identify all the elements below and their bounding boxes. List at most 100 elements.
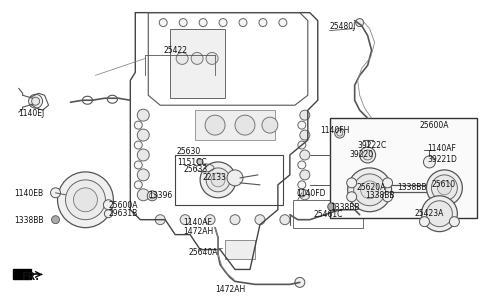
Circle shape [230, 215, 240, 225]
Circle shape [356, 19, 364, 27]
Text: 39221D: 39221D [428, 156, 457, 165]
Circle shape [432, 175, 457, 201]
Bar [225, 239, 255, 259]
Circle shape [227, 170, 243, 186]
Circle shape [347, 192, 357, 202]
Circle shape [354, 174, 385, 206]
Text: 25630: 25630 [176, 147, 200, 156]
Text: 1140FH: 1140FH [320, 126, 349, 135]
Circle shape [104, 210, 112, 218]
Circle shape [219, 19, 227, 27]
Text: 1140FD: 1140FD [296, 189, 325, 198]
Text: 39220: 39220 [350, 150, 374, 159]
Circle shape [137, 189, 149, 201]
Text: 1338BB: 1338BB [330, 203, 359, 212]
Circle shape [103, 200, 113, 210]
Circle shape [179, 19, 187, 27]
Circle shape [211, 173, 225, 187]
Circle shape [395, 183, 405, 193]
Circle shape [134, 121, 142, 129]
Circle shape [147, 191, 157, 201]
Circle shape [200, 162, 236, 198]
Text: 1338BB: 1338BB [15, 216, 44, 225]
Circle shape [426, 170, 462, 206]
Text: 25461C: 25461C [314, 210, 343, 219]
Text: 25610: 25610 [432, 180, 456, 189]
Text: 25633: 25633 [183, 165, 207, 175]
Circle shape [423, 156, 435, 168]
Text: 29631B: 29631B [108, 209, 138, 218]
Polygon shape [12, 269, 31, 279]
Circle shape [420, 217, 430, 226]
Circle shape [336, 130, 343, 136]
Circle shape [137, 109, 149, 121]
Circle shape [206, 53, 218, 64]
Text: 25423A: 25423A [415, 209, 444, 218]
Bar [195, 110, 275, 140]
Bar [293, 200, 363, 228]
Circle shape [134, 141, 142, 149]
Circle shape [134, 181, 142, 189]
Circle shape [137, 129, 149, 141]
Text: 1472AH: 1472AH [215, 285, 245, 294]
Text: FR.: FR. [21, 272, 38, 282]
Text: 1140EB: 1140EB [15, 189, 44, 198]
Circle shape [328, 203, 336, 211]
Circle shape [295, 278, 305, 288]
Text: 1140AF: 1140AF [428, 143, 456, 153]
Circle shape [65, 180, 106, 220]
Circle shape [73, 188, 97, 212]
Circle shape [298, 181, 306, 189]
Circle shape [134, 161, 142, 169]
Circle shape [259, 19, 267, 27]
Circle shape [298, 189, 306, 197]
Text: 25640A: 25640A [188, 248, 217, 257]
Circle shape [360, 147, 376, 163]
Circle shape [347, 178, 357, 188]
Text: 22133: 22133 [202, 173, 226, 182]
Circle shape [159, 19, 167, 27]
Circle shape [176, 53, 188, 64]
Circle shape [335, 128, 345, 138]
Text: 13396: 13396 [148, 191, 172, 200]
Circle shape [137, 149, 149, 161]
Circle shape [50, 188, 60, 198]
Circle shape [300, 110, 310, 120]
Circle shape [300, 150, 310, 160]
Circle shape [360, 181, 379, 199]
Text: 1338BB: 1338BB [397, 183, 427, 192]
Circle shape [180, 215, 190, 225]
Circle shape [449, 217, 459, 226]
Text: 1140AF: 1140AF [183, 218, 212, 227]
Text: 25422: 25422 [163, 46, 187, 55]
Circle shape [205, 115, 225, 135]
Circle shape [155, 215, 165, 225]
Circle shape [32, 97, 39, 105]
Text: 1151CC: 1151CC [177, 159, 207, 167]
Circle shape [205, 215, 215, 225]
Text: 25600A: 25600A [108, 201, 138, 210]
Circle shape [300, 130, 310, 140]
Text: 25480J: 25480J [330, 22, 356, 31]
Circle shape [262, 117, 278, 133]
Circle shape [363, 191, 372, 201]
Circle shape [137, 169, 149, 181]
Circle shape [255, 215, 265, 225]
Circle shape [348, 168, 392, 212]
Circle shape [29, 94, 43, 108]
Text: 1338BB: 1338BB [366, 191, 395, 200]
Circle shape [239, 19, 247, 27]
Circle shape [298, 141, 306, 149]
Circle shape [300, 190, 310, 200]
Circle shape [383, 192, 393, 202]
Text: 1140EJ: 1140EJ [19, 109, 45, 118]
Circle shape [363, 150, 372, 160]
Circle shape [191, 53, 203, 64]
Circle shape [235, 115, 255, 135]
Text: 25620A: 25620A [357, 183, 386, 192]
Circle shape [437, 181, 451, 195]
Circle shape [51, 216, 60, 224]
Circle shape [199, 19, 207, 27]
Circle shape [149, 193, 155, 199]
Bar [330, 118, 477, 218]
